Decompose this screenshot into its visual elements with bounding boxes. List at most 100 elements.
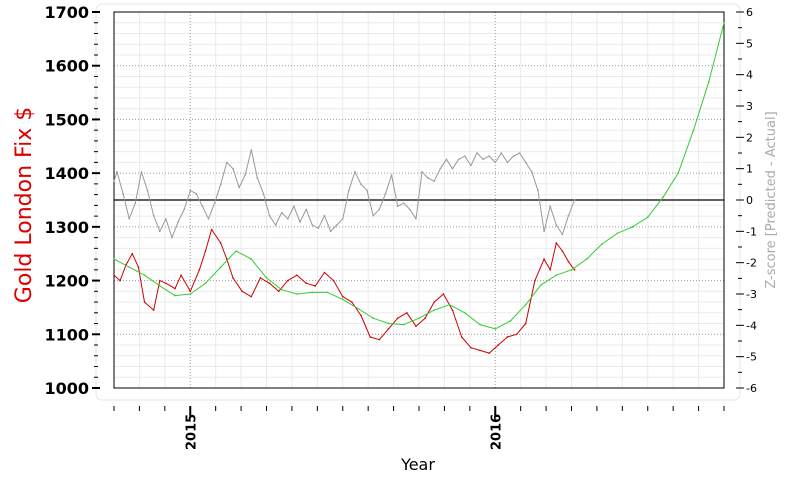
data-point	[174, 294, 176, 297]
data-point	[140, 171, 143, 173]
data-point	[265, 277, 268, 279]
data-point	[476, 152, 478, 154]
data-point	[137, 266, 140, 268]
data-point	[561, 233, 564, 236]
data-point	[180, 274, 182, 277]
data-point	[213, 202, 216, 204]
data-point	[445, 158, 448, 161]
data-point	[219, 266, 222, 268]
data-point	[341, 298, 344, 301]
data-point	[250, 295, 253, 298]
data-point	[219, 183, 222, 186]
data-point	[158, 285, 161, 287]
data-point	[707, 81, 710, 83]
data-point	[524, 303, 527, 306]
data-point	[177, 221, 179, 223]
data-point	[287, 218, 289, 220]
data-point	[113, 274, 115, 277]
data-point	[402, 323, 405, 326]
y-tick-label: 1700	[44, 3, 89, 22]
data-point	[549, 205, 551, 208]
data-point	[128, 266, 131, 268]
series-layer	[113, 21, 725, 354]
data-point	[305, 282, 307, 285]
data-point	[497, 344, 500, 346]
data-point	[287, 279, 289, 282]
data-point	[198, 269, 201, 271]
data-point	[326, 291, 329, 294]
right-axis: -6 -5 -4 -3 -2 -1 0 1 2 3 4 5 6	[736, 6, 757, 395]
data-point	[549, 269, 551, 271]
data-point	[573, 269, 576, 271]
data-point	[219, 242, 222, 244]
data-point	[171, 236, 173, 239]
data-point	[268, 282, 271, 285]
y-tick-label: 1400	[44, 164, 89, 183]
data-point	[201, 205, 204, 208]
data-point	[451, 167, 454, 170]
data-point	[677, 172, 680, 174]
data-point	[146, 189, 149, 192]
data-point	[448, 303, 451, 306]
y-tick-label: 1500	[44, 110, 89, 129]
data-point	[152, 214, 155, 217]
data-point	[646, 216, 649, 218]
y2-tick-label: 5	[746, 37, 753, 50]
data-point	[158, 279, 161, 282]
data-point	[280, 211, 283, 214]
data-point	[189, 293, 192, 295]
y-tick-label: 1100	[44, 325, 89, 344]
data-point	[128, 218, 131, 220]
data-point	[406, 312, 408, 314]
data-point	[174, 287, 176, 290]
data-point	[305, 208, 307, 211]
data-point	[311, 224, 314, 226]
data-point	[259, 277, 262, 279]
data-point	[296, 293, 298, 295]
data-point	[500, 152, 503, 154]
y2-tick-label: 3	[746, 100, 753, 113]
data-point	[250, 149, 253, 151]
data-point	[183, 208, 185, 211]
data-point	[692, 129, 695, 131]
left-axis: 1000 1100 1200 1300 1400 1500 1600 1700	[44, 3, 100, 398]
y-tick-label: 1300	[44, 218, 89, 237]
data-point	[113, 180, 115, 182]
data-point	[494, 161, 497, 164]
x-tick-label: 2016	[489, 414, 504, 450]
data-point	[488, 352, 490, 354]
data-point	[540, 284, 542, 286]
data-point	[463, 312, 466, 314]
data-point	[488, 155, 490, 157]
data-point	[244, 174, 246, 176]
data-point	[567, 214, 570, 217]
data-point	[470, 346, 472, 349]
data-point	[323, 214, 326, 217]
data-point	[189, 290, 192, 293]
data-point	[241, 290, 243, 293]
data-point	[585, 258, 588, 260]
data-point	[348, 189, 350, 192]
data-point	[631, 226, 634, 228]
data-point	[524, 161, 527, 164]
data-point	[323, 271, 326, 274]
data-point	[274, 224, 277, 226]
y2-tick-label: -3	[746, 288, 757, 301]
data-point	[143, 274, 146, 277]
data-point	[317, 227, 320, 229]
data-point	[311, 291, 314, 294]
data-point	[250, 258, 253, 260]
data-point	[134, 202, 137, 204]
data-point	[387, 328, 390, 330]
data-point	[515, 333, 518, 336]
data-point	[387, 322, 390, 325]
data-point	[341, 218, 344, 220]
data-point	[226, 161, 228, 164]
data-point	[534, 279, 536, 282]
y2-tick-label: 1	[746, 163, 753, 176]
data-point	[235, 250, 237, 252]
data-point	[433, 309, 436, 311]
data-point	[207, 218, 210, 220]
data-point	[396, 205, 399, 208]
